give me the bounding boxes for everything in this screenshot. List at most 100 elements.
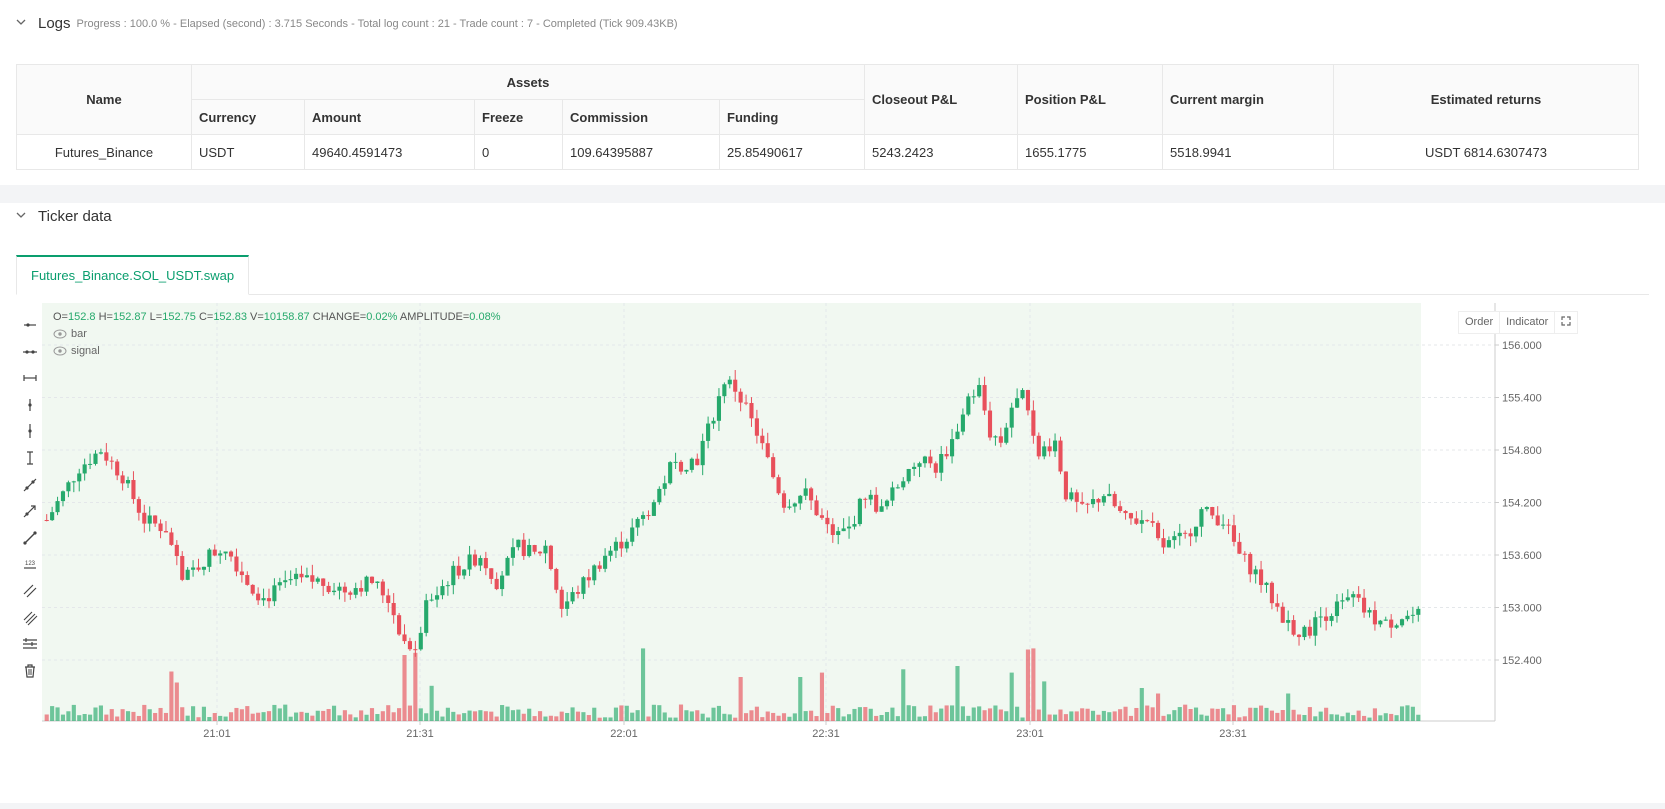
volume-bar: [467, 710, 472, 721]
candle-body: [321, 578, 326, 586]
candle-body: [283, 580, 288, 583]
eye-icon[interactable]: [53, 329, 67, 339]
candle-body: [1204, 507, 1209, 510]
candle-body: [928, 456, 933, 464]
header-freeze: Freeze: [474, 99, 563, 135]
volume-bar: [608, 717, 613, 721]
volume-bar: [261, 712, 266, 721]
volume-bar: [55, 707, 60, 721]
c-value: 152.83: [213, 311, 247, 323]
volume-bar: [1042, 681, 1047, 721]
volume-bar: [109, 709, 114, 721]
volume-bar: [196, 717, 201, 721]
candle-body: [857, 498, 862, 525]
candle-body: [1020, 390, 1025, 399]
h-label: H=: [98, 311, 113, 323]
volume-bar: [131, 711, 136, 721]
volume-bar: [277, 708, 282, 721]
volume-bar: [494, 716, 499, 721]
volume-bar: [809, 710, 814, 721]
volume-bar: [592, 707, 597, 721]
vertical-ray-icon[interactable]: [16, 391, 44, 419]
horizontal-ray-icon[interactable]: [16, 311, 44, 339]
volume-bar: [830, 705, 835, 721]
o-label: O=: [53, 311, 68, 323]
candle-body: [1183, 532, 1188, 534]
volume-bar: [174, 682, 179, 721]
tab-sol-usdt-swap[interactable]: Futures_Binance.SOL_USDT.swap: [16, 255, 250, 295]
volume-bar: [1329, 714, 1334, 721]
price-label-icon[interactable]: 123: [16, 550, 44, 578]
parallel-channel-icon[interactable]: [16, 577, 44, 605]
legend-signal[interactable]: signal: [53, 345, 100, 357]
candle-body: [207, 549, 212, 567]
candle-body: [1042, 446, 1047, 457]
candle-body: [1090, 498, 1096, 505]
candle-body: [803, 488, 808, 496]
fibonacci-icon[interactable]: [16, 604, 44, 632]
eye-icon[interactable]: [53, 346, 67, 356]
legend-bar[interactable]: bar: [53, 328, 87, 340]
trend-line-icon[interactable]: [16, 471, 44, 499]
candle-body: [1329, 616, 1334, 621]
volume-bar: [581, 712, 586, 721]
volume-bar: [781, 713, 787, 721]
volume-bar: [364, 714, 369, 721]
volume-bar: [1367, 717, 1372, 721]
volume-bar: [765, 711, 770, 721]
chart-container[interactable]: 156.000 155.400 154.800 154.200 153.600 153.0…: [0, 303, 1665, 803]
vertical-line-icon[interactable]: [16, 417, 44, 445]
volume-bar: [993, 705, 998, 721]
candle-body: [456, 565, 461, 576]
horizontal-line-icon[interactable]: [16, 338, 44, 366]
candle-body: [1047, 446, 1052, 452]
volume-bar: [630, 712, 635, 721]
candle-body: [1161, 538, 1166, 548]
candle-body: [397, 615, 402, 635]
candle-body: [657, 488, 662, 503]
svg-text:123: 123: [25, 561, 36, 567]
candlestick-chart[interactable]: 156.000 155.400 154.800 154.200 153.600 153.0…: [0, 303, 1665, 803]
candle-body: [1009, 407, 1014, 428]
candle-body: [765, 443, 770, 458]
candle-body: [950, 439, 955, 457]
table-row: Futures_Binance USDT 49640.4591473 0 109…: [16, 134, 1639, 170]
candle-body: [407, 641, 412, 650]
extended-line-icon[interactable]: [16, 524, 44, 552]
candle-body: [939, 454, 944, 473]
volume-bar: [424, 713, 429, 721]
candle-body: [109, 460, 114, 462]
change-value: 0.02%: [366, 311, 398, 323]
order-button[interactable]: Order: [1459, 312, 1501, 333]
chevron-down-icon[interactable]: [16, 210, 26, 220]
candle-body: [792, 503, 797, 507]
arrow-line-icon[interactable]: [16, 497, 44, 525]
logs-header[interactable]: Logs Progress : 100.0 % - Elapsed (secon…: [16, 15, 678, 32]
candle-body: [331, 590, 337, 593]
volume-bar: [212, 713, 217, 721]
chart-buttons: Order Indicator: [1458, 311, 1579, 334]
horizontal-segment-icon[interactable]: [16, 364, 44, 392]
fullscreen-icon[interactable]: [1555, 312, 1577, 333]
trash-icon[interactable]: [16, 657, 44, 685]
candle-body: [500, 575, 505, 590]
level-lines-icon[interactable]: [16, 630, 44, 658]
volume-bar: [928, 705, 933, 721]
candle-body: [1237, 541, 1242, 554]
volume-bar: [1340, 716, 1345, 721]
volume-bar: [912, 706, 917, 721]
ticker-header[interactable]: Ticker data: [16, 208, 112, 225]
indicator-button[interactable]: Indicator: [1500, 312, 1556, 333]
candle-body: [1286, 620, 1291, 623]
candle-body: [1177, 532, 1182, 537]
candle-body: [1112, 493, 1117, 507]
volume-bar: [82, 713, 87, 721]
chevron-down-icon[interactable]: [16, 17, 26, 27]
volume-bar: [825, 713, 830, 721]
candle-body: [814, 500, 819, 516]
candle-body: [554, 568, 559, 590]
vertical-segment-icon[interactable]: [16, 444, 44, 472]
candle-body: [120, 475, 125, 484]
volume-bar: [228, 712, 234, 721]
volume-bar: [917, 716, 922, 721]
